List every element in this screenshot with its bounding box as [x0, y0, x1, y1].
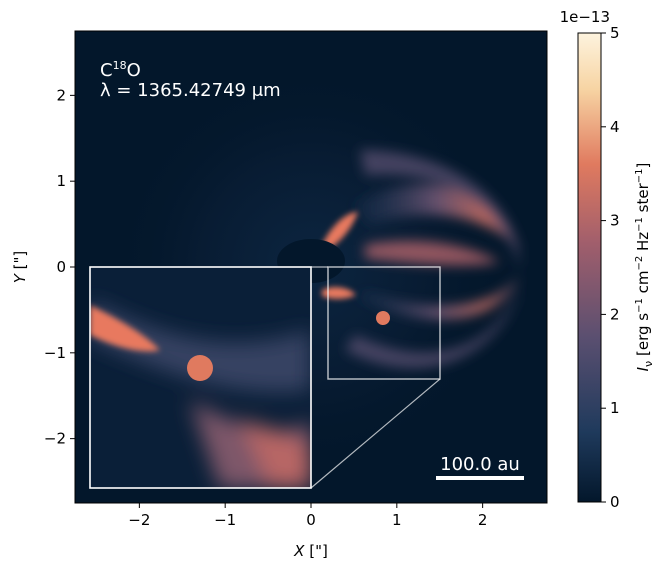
colorbar-tick-label: 0	[610, 493, 620, 511]
x-axis-label: X ["]	[293, 542, 328, 560]
planet	[376, 311, 390, 325]
y-tick-label: 2	[56, 86, 66, 104]
x-tick-label: −1	[214, 511, 236, 529]
colorbar-tick-label: 5	[610, 24, 620, 42]
bright-clumps	[322, 212, 358, 299]
colorbar	[577, 32, 602, 503]
wavelength-label: λ = 1365.42749 μm	[100, 80, 281, 101]
y-axis: −2 −1 0 1 2	[44, 86, 75, 448]
x-tick-label: 1	[392, 511, 402, 529]
y-tick-label: 0	[56, 258, 66, 276]
colorbar-tick-label: 4	[610, 118, 620, 136]
zoom-connector-bottom	[310, 378, 441, 489]
species-label: C18O	[100, 59, 141, 81]
colorbar-ticks: 0 1 2 3 4 5	[601, 24, 620, 511]
colorbar-tick-label: 2	[610, 305, 620, 323]
planet-magnified	[187, 355, 213, 381]
x-axis: −2 −1 0 1 2	[128, 503, 487, 529]
scalebar-label: 100.0 au	[440, 454, 520, 475]
colorbar-tick-label: 1	[610, 399, 620, 417]
x-tick-label: 2	[478, 511, 488, 529]
y-tick-label: 1	[56, 172, 66, 190]
zoom-source-box	[327, 266, 441, 380]
colorbar-multiplier: 1e−13	[560, 8, 610, 26]
zoom-inset-frame	[89, 266, 312, 489]
scalebar	[436, 476, 524, 480]
y-tick-label: −1	[44, 344, 66, 362]
y-tick-label: −2	[44, 430, 66, 448]
zoom-inset	[90, 267, 311, 488]
y-axis-label: Y ["]	[11, 251, 29, 284]
colorbar-label: Iν [erg s−1 cm−2 Hz−1 ster−1]	[634, 163, 655, 372]
x-tick-label: 0	[306, 511, 316, 529]
spiral-arms	[345, 150, 520, 369]
x-tick-label: −2	[128, 511, 150, 529]
colorbar-tick-label: 3	[610, 212, 620, 230]
